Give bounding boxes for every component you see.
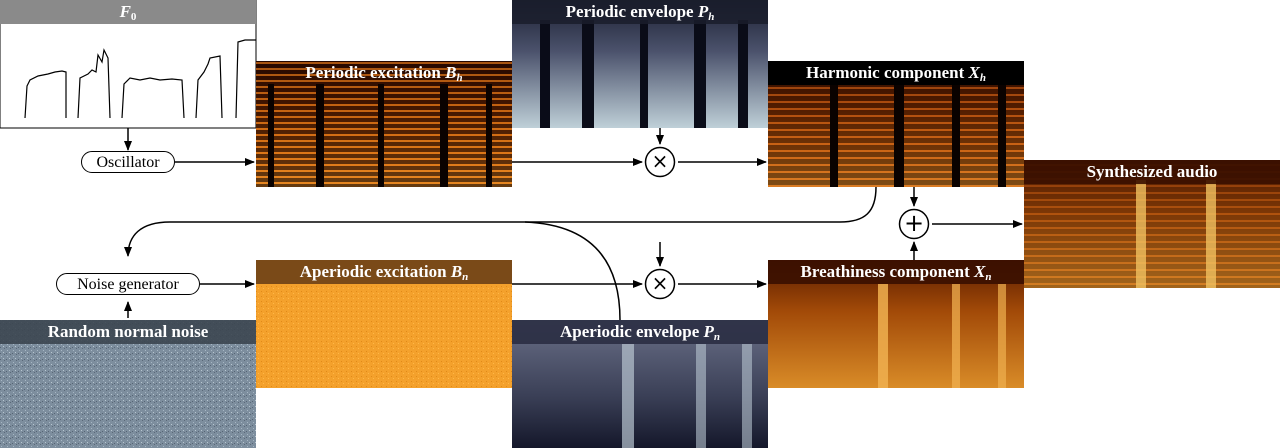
harmonic-component-title: Harmonic component Xh [806,63,986,84]
svg-text:×: × [652,271,669,295]
aperiodic-envelope-title: Aperiodic envelope Pn [559,322,721,343]
breathiness-component-spectrogram [768,260,1024,388]
svg-text:+: + [904,209,924,237]
harmonic-component-spectrogram [768,61,1024,187]
aperiodic-excitation-title: Aperiodic excitation Bn [299,262,469,283]
aperiodic-envelope-spectrogram [512,320,768,448]
periodic-envelope-title: Periodic envelope Ph [565,2,715,23]
periodic-excitation-spectrogram [256,61,512,187]
f0-panel [0,0,257,129]
f0-panel-title: F0 [119,2,137,23]
breathiness-component-title: Breathiness component Xn [800,262,992,283]
aperiodic-excitation-spectrogram [256,260,512,388]
connectors [124,128,1023,321]
multiply-periodic-operator: × [644,146,676,178]
oscillator-node: Oscillator [81,151,175,173]
synthesized-audio-title: Synthesized audio [1086,162,1218,181]
noise-generator-node: Noise generator [56,273,200,295]
random-noise-image [0,320,256,448]
multiply-aperiodic-operator: × [644,268,676,300]
svg-text:×: × [652,149,669,173]
f0-contour [24,39,256,119]
synthesized-audio-spectrogram [1024,160,1280,288]
periodic-excitation-title: Periodic excitation Bh [305,63,463,84]
random-noise-title: Random normal noise [47,322,209,341]
periodic-envelope-spectrogram [512,0,768,128]
add-operator: + [898,208,930,240]
